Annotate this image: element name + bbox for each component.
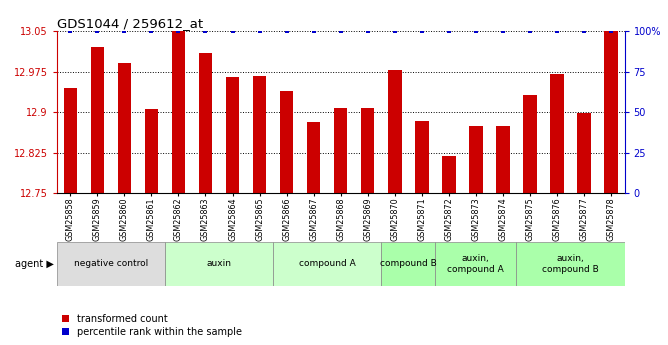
Bar <box>253 76 267 193</box>
Point <box>498 28 508 34</box>
Bar <box>118 63 131 193</box>
Point <box>281 28 292 34</box>
Bar <box>605 31 618 193</box>
Bar <box>361 108 375 193</box>
Point <box>255 28 265 34</box>
Point <box>362 28 373 34</box>
Bar <box>381 241 436 286</box>
Point <box>470 28 481 34</box>
Bar <box>63 88 77 193</box>
Bar <box>199 53 212 193</box>
Bar <box>307 122 321 193</box>
Point <box>200 28 211 34</box>
Text: auxin,
compound B: auxin, compound B <box>542 254 599 274</box>
Bar <box>577 113 591 193</box>
Point <box>416 28 427 34</box>
Bar <box>57 241 165 286</box>
Text: compound A: compound A <box>299 259 355 268</box>
Point <box>606 28 617 34</box>
Bar <box>280 90 293 193</box>
Point <box>92 28 103 34</box>
Point <box>524 28 535 34</box>
Bar <box>469 126 483 193</box>
Point <box>227 28 238 34</box>
Bar <box>496 126 510 193</box>
Legend: transformed count, percentile rank within the sample: transformed count, percentile rank withi… <box>61 314 242 337</box>
Bar <box>273 241 381 286</box>
Point <box>146 28 157 34</box>
Bar <box>516 241 625 286</box>
Bar <box>91 47 104 193</box>
Point <box>444 28 454 34</box>
Point <box>309 28 319 34</box>
Text: agent ▶: agent ▶ <box>15 259 53 269</box>
Bar <box>145 109 158 193</box>
Point <box>578 28 589 34</box>
Text: negative control: negative control <box>73 259 148 268</box>
Bar <box>172 31 185 193</box>
Text: GDS1044 / 259612_at: GDS1044 / 259612_at <box>57 17 203 30</box>
Point <box>389 28 400 34</box>
Bar <box>415 121 429 193</box>
Bar <box>523 95 536 193</box>
Bar <box>550 74 564 193</box>
Point <box>335 28 346 34</box>
Point <box>552 28 562 34</box>
Bar <box>436 241 516 286</box>
Bar <box>442 156 456 193</box>
Point <box>173 28 184 34</box>
Text: auxin,
compound A: auxin, compound A <box>448 254 504 274</box>
Bar <box>388 70 401 193</box>
Bar <box>165 241 273 286</box>
Bar <box>226 77 239 193</box>
Point <box>119 28 130 34</box>
Text: compound B: compound B <box>380 259 437 268</box>
Point <box>65 28 75 34</box>
Text: auxin: auxin <box>206 259 232 268</box>
Bar <box>334 108 347 193</box>
